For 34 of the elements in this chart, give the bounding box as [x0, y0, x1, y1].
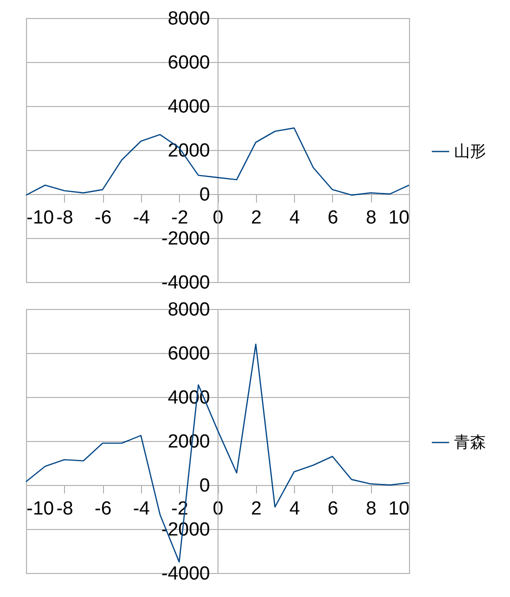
- y-tick-label: -2000: [161, 228, 210, 250]
- x-tick-label: 0: [212, 208, 224, 228]
- y-tick-label: 4000: [168, 96, 210, 118]
- line-series: [25, 344, 410, 563]
- x-tick-label: 6: [328, 498, 338, 520]
- x-tick-label: -4: [132, 208, 150, 228]
- x-tick-label: -6: [94, 498, 112, 520]
- x-tick-label: -10: [26, 208, 54, 228]
- x-tick-label: 0: [212, 498, 224, 520]
- x-tick-label: -8: [56, 208, 74, 228]
- x-tick-label: 4: [289, 208, 300, 228]
- y-tick-label: -4000: [161, 564, 210, 584]
- x-tick-label: 6: [328, 208, 338, 228]
- y-tick-label: 6000: [168, 344, 210, 364]
- x-tick-label: 2: [251, 498, 262, 520]
- x-tick-label: -4: [132, 498, 150, 520]
- legend-label: 青森: [454, 434, 486, 452]
- x-tick-label: 4: [289, 498, 300, 520]
- x-tick-label: -10: [26, 498, 54, 520]
- y-tick-label: 8000: [168, 8, 210, 30]
- x-tick-label: -6: [94, 208, 112, 228]
- x-tick-label: -2: [171, 208, 188, 228]
- x-tick-label: 8: [366, 498, 376, 520]
- x-tick-label: 2: [251, 208, 262, 228]
- legend-label: 山形: [454, 142, 486, 160]
- y-tick-label: 8000: [168, 300, 210, 320]
- x-tick-label: -8: [56, 498, 74, 520]
- y-tick-label: 6000: [168, 52, 210, 74]
- y-tick-label: 0: [199, 476, 210, 496]
- x-tick-label: 8: [366, 208, 376, 228]
- x-tick-label: 10: [388, 208, 410, 228]
- x-tick-label: 10: [388, 498, 410, 520]
- y-tick-label: 0: [199, 184, 210, 206]
- y-tick-label: -4000: [161, 272, 210, 294]
